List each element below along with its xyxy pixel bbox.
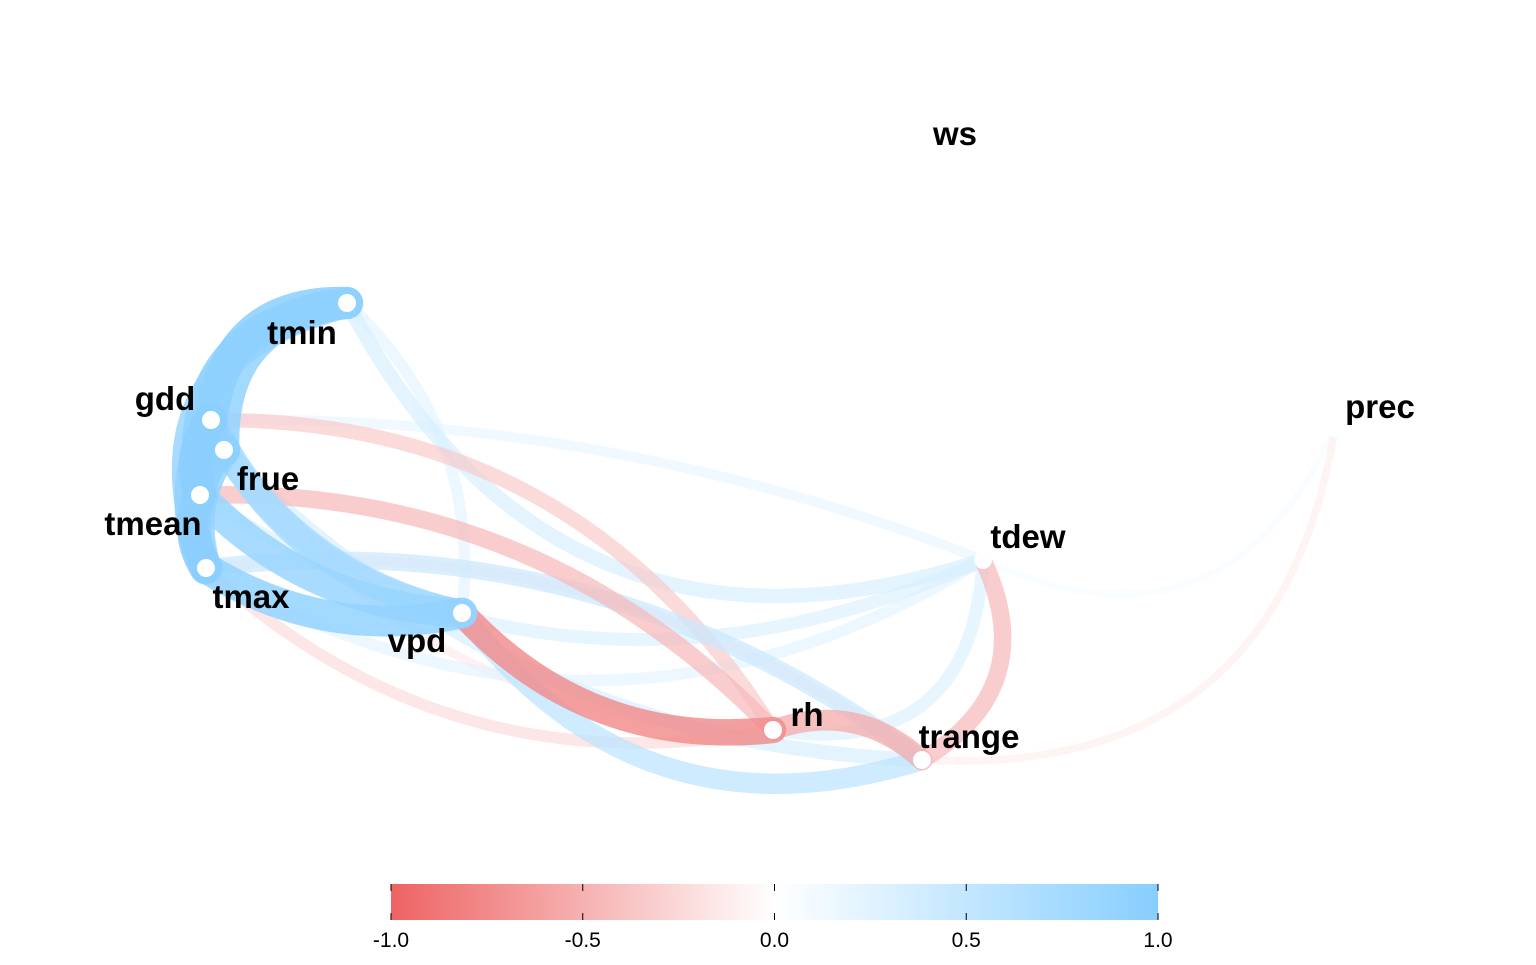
node-trange bbox=[913, 751, 931, 769]
legend-tick-label: 0.5 bbox=[952, 929, 981, 952]
node-tdew bbox=[974, 551, 992, 569]
node-tmean bbox=[191, 486, 209, 504]
node-label-trange: trange bbox=[919, 718, 1020, 755]
edge-tdew-prec bbox=[979, 424, 1339, 598]
edge-tdew-trange bbox=[913, 551, 1012, 769]
node-vpd bbox=[453, 604, 471, 622]
color-legend: -1.0 -0.5 0.0 0.5 1.0 bbox=[373, 884, 1173, 952]
edge-tmax-vpd bbox=[190, 552, 478, 637]
edge-rh-tdew bbox=[766, 553, 990, 741]
node-label-rh: rh bbox=[791, 696, 824, 733]
node-frue bbox=[215, 441, 233, 459]
edge-tmin-gdd bbox=[194, 286, 364, 437]
edge-trange-prec bbox=[918, 424, 1339, 765]
node-label-tmin: tmin bbox=[267, 314, 337, 351]
node-label-tdew: tdew bbox=[990, 518, 1066, 555]
legend-tick-label: -1.0 bbox=[373, 929, 409, 952]
legend-tick-label: -0.5 bbox=[565, 929, 601, 952]
node-label-ws: ws bbox=[932, 115, 977, 152]
edge-tmin-tdew bbox=[339, 295, 991, 604]
labels-layer: ws tmin gdd frue tmean tmax vpd rh trange tdew pre… bbox=[104, 115, 1414, 755]
edge-rh-trange bbox=[762, 709, 933, 771]
node-rh bbox=[764, 721, 782, 739]
node-label-gdd: gdd bbox=[135, 380, 195, 417]
node-label-tmean: tmean bbox=[104, 505, 201, 542]
node-tmin bbox=[338, 294, 356, 312]
node-label-frue: frue bbox=[237, 460, 299, 497]
node-label-prec: prec bbox=[1345, 388, 1415, 425]
edge-vpd-rh bbox=[448, 599, 787, 746]
legend-tick-label: 1.0 bbox=[1143, 929, 1172, 952]
nodes-layer bbox=[191, 294, 1344, 769]
edges-layer bbox=[171, 286, 1339, 794]
node-tmax bbox=[197, 559, 215, 577]
edge-tmean-rh bbox=[191, 485, 782, 739]
node-label-vpd: vpd bbox=[388, 622, 447, 659]
legend-tick-label: 0.0 bbox=[760, 929, 789, 952]
node-label-tmax: tmax bbox=[212, 578, 290, 615]
node-prec bbox=[1326, 419, 1344, 437]
node-gdd bbox=[202, 411, 220, 429]
